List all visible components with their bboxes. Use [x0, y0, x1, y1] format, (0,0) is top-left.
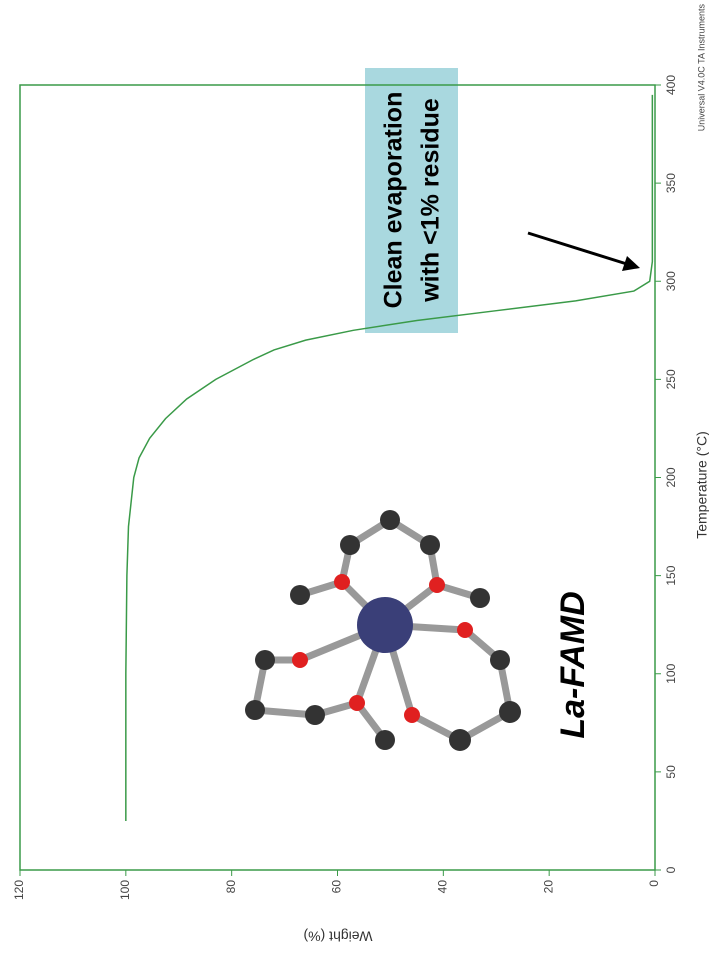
y-axis-label: Weight (%)	[304, 928, 373, 944]
arrow-head	[622, 256, 640, 271]
y-tick-label: 80	[224, 880, 238, 894]
x-tick-label: 0	[664, 866, 678, 873]
y-tick-label: 60	[330, 880, 344, 894]
annotation: Clean evaporation	[380, 92, 408, 309]
x-tick-label: 50	[664, 765, 678, 779]
x-tick-label: 250	[664, 369, 678, 389]
x-axis-label: Temperature (°C)	[694, 431, 709, 539]
x-tick-label: 350	[664, 173, 678, 193]
annotation: with <1% residue	[417, 98, 445, 303]
y-tick-label: 40	[436, 880, 450, 894]
plot-frame	[20, 85, 655, 870]
x-tick-label: 100	[664, 663, 678, 683]
x-tick-label: 200	[664, 467, 678, 487]
x-tick-label: 300	[664, 271, 678, 291]
x-tick-label: 400	[664, 75, 678, 95]
y-tick-label: 0	[647, 880, 661, 887]
rotated-chart: Clean evaporation with <1% residue La-FA…	[12, 4, 709, 945]
footer: Universal V4.0C TA Instruments	[696, 4, 706, 132]
x-tick-label: 150	[664, 565, 678, 585]
y-tick-label: 120	[12, 880, 26, 900]
arrow	[528, 233, 630, 265]
chart: Clean evaporation with <1% residue La-FA…	[0, 0, 709, 960]
y-tick-label: 20	[541, 880, 555, 894]
annotation: La-FAMD	[554, 591, 592, 738]
y-tick-label: 100	[118, 880, 132, 900]
